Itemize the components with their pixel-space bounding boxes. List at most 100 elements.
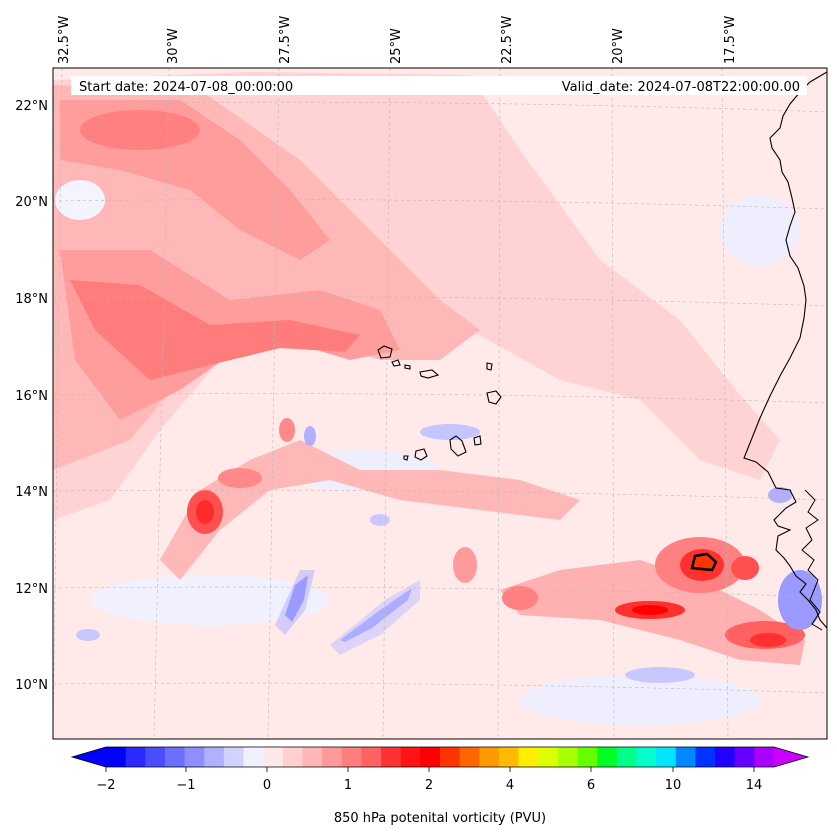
colorbar-segment <box>106 747 127 767</box>
pv-contour <box>690 552 718 572</box>
lon-label: 22.5°W <box>500 16 515 64</box>
lat-label: 20°N <box>15 195 48 210</box>
pv-max-spot <box>632 605 668 615</box>
pv-south-band <box>160 440 580 580</box>
colorbar-segment <box>656 747 677 767</box>
cb-tick-label: 14 <box>746 778 763 793</box>
colorbar-segment <box>400 747 421 767</box>
neg-pv-patch <box>768 487 792 503</box>
cape-verde-islands <box>377 345 502 461</box>
date-banner <box>71 76 807 95</box>
neg-pv-patch <box>420 424 480 440</box>
pv-spot <box>731 556 759 580</box>
neg-pv-patch <box>304 426 316 446</box>
lon-label: 32.5°W <box>57 16 72 64</box>
colorbar-segment <box>715 747 736 767</box>
pv-spot <box>502 586 538 610</box>
start-date-label: Start date: 2024-07-08_00:00:00 <box>79 80 293 95</box>
cb-tick-label: 6 <box>587 778 595 793</box>
colorbar-segment <box>341 747 362 767</box>
colorbar-segment <box>145 747 166 767</box>
cb-tick-label: 10 <box>665 778 682 793</box>
map-panel <box>53 68 827 739</box>
cb-tick-label: −1 <box>176 778 195 793</box>
pv-top-core <box>80 110 200 150</box>
neg-pv-patch <box>370 514 390 526</box>
neg-pv-patch <box>625 667 695 683</box>
colorbar-segment <box>459 747 480 767</box>
lon-label: 27.5°W <box>278 16 293 64</box>
colorbar-segment <box>695 747 716 767</box>
colorbar-segment <box>164 747 186 767</box>
colorbar-segment <box>243 747 264 767</box>
pv-spot <box>279 418 295 442</box>
lon-label: 30°W <box>166 28 181 64</box>
colorbar-segment <box>518 747 539 767</box>
lat-label: 14°N <box>15 485 48 500</box>
colorbar-segment <box>636 747 657 767</box>
colorbar-segment <box>361 747 382 767</box>
colorbar-tick-labels: −2 −1 0 1 2 4 6 10 14 <box>96 778 762 793</box>
pv-spot <box>453 547 477 583</box>
lat-label: 16°N <box>15 389 48 404</box>
colorbar-segment <box>616 747 637 767</box>
colorbar-segment <box>754 747 775 767</box>
lat-label: 18°N <box>15 292 48 307</box>
valid-date-label: Valid_date: 2024-07-08T22:00:00.00 <box>562 80 800 95</box>
colorbar-segment <box>420 747 441 767</box>
lon-label: 17.5°W <box>723 16 738 64</box>
neg-pv-patch <box>520 675 760 725</box>
colorbar-segment <box>204 747 225 767</box>
colorbar-segment <box>263 747 284 767</box>
colorbar-segment <box>557 747 579 767</box>
africa-coastline <box>743 71 827 629</box>
neg-pv-streak <box>275 570 315 635</box>
colorbar-segment <box>597 747 618 767</box>
map-frame <box>52 67 828 740</box>
colorbar-segments <box>106 747 775 767</box>
colorbar-extend-low <box>72 747 106 767</box>
colorbar-segment <box>734 747 755 767</box>
colorbar-segment <box>223 747 245 767</box>
lat-label: 22°N <box>15 99 48 114</box>
latitude-labels: 22°N 20°N 18°N 16°N 14°N 12°N 10°N <box>15 99 48 693</box>
colorbar-segment <box>577 747 598 767</box>
colorbar-segment <box>282 747 303 767</box>
colorbar-segment <box>538 747 559 767</box>
neg-pv-patch <box>76 629 100 641</box>
colorbar-segment <box>479 747 500 767</box>
longitude-labels: 32.5°W 30°W 27.5°W 25°W 22.5°W 20°W 17.5… <box>57 16 738 64</box>
colorbar-label: 850 hPa potenital vorticity (PVU) <box>334 811 546 826</box>
graticule <box>53 68 827 739</box>
colorbar-segment <box>675 747 696 767</box>
pv-max-spot <box>196 500 214 524</box>
pv-plume-core <box>70 280 360 380</box>
colorbar-segment <box>184 747 205 767</box>
colorbar-segment <box>322 747 343 767</box>
lon-label: 20°W <box>611 28 626 64</box>
neg-pv-patch <box>778 570 822 630</box>
lat-label: 12°N <box>15 582 48 597</box>
pv-spot <box>750 633 786 647</box>
cb-tick-label: −2 <box>96 778 115 793</box>
colorbar-segment <box>302 747 323 767</box>
colorbar-segment <box>125 747 146 767</box>
lat-label: 10°N <box>15 678 48 693</box>
lon-label: 25°W <box>389 28 404 64</box>
neg-pv-streak <box>330 580 420 655</box>
colorbar-ticks <box>105 767 755 772</box>
colorbar-segment <box>498 747 520 767</box>
neg-pv-patch <box>720 195 800 265</box>
colorbar-segment <box>381 747 402 767</box>
cb-tick-label: 1 <box>344 778 352 793</box>
pv-spot <box>218 468 262 488</box>
cb-tick-label: 0 <box>263 778 271 793</box>
neg-pv-patch <box>55 180 105 220</box>
colorbar-extend-high <box>774 747 808 767</box>
africa-coastline-detail <box>801 489 823 631</box>
colorbar: −2 −1 0 1 2 4 6 10 14 850 hPa potenital … <box>70 746 810 826</box>
cb-tick-label: 4 <box>506 778 514 793</box>
colorbar-segment <box>440 747 461 767</box>
cb-tick-label: 2 <box>425 778 433 793</box>
